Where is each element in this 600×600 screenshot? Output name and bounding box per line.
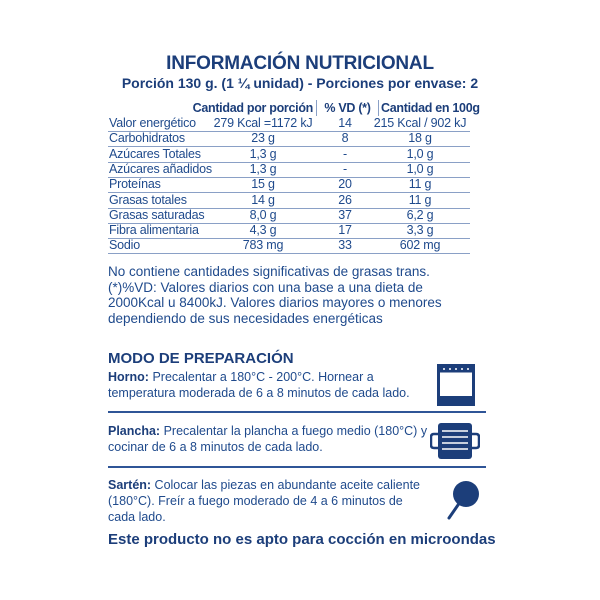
portion-value: 8,0 g (249, 207, 277, 222)
vd-value: 17 (338, 223, 352, 238)
microwave-warning: Este producto no es apto para cocción en… (108, 531, 496, 548)
nutrient-name: Azúcares Totales (109, 146, 201, 161)
table-row: Proteínas 15 g 20 11 g (108, 177, 470, 194)
step-frying-pan: Sartén: Colocar las piezas en abundante … (108, 477, 428, 525)
nutrient-name: Carbohidratos (109, 131, 185, 146)
vd-value: - (343, 161, 347, 176)
portion-value: 15 g (251, 177, 275, 192)
per100-value: 11 g (408, 177, 432, 192)
step-text: Precalentar la plancha a fuego medio (18… (108, 424, 428, 454)
table-row: Azúcares Totales 1,3 g - 1,0 g (108, 147, 470, 163)
note-line: No contiene cantidades significativas de… (108, 264, 430, 279)
portion-value: 1,3 g (249, 146, 277, 161)
table-row: Carbohidratos 23 g 8 18 g (108, 131, 470, 148)
step-label: Horno: (108, 370, 149, 384)
per100-value: 602 mg (399, 238, 441, 253)
column-divider (316, 100, 317, 116)
frying-pan-icon (447, 481, 479, 520)
divider (108, 411, 486, 413)
step-text: Precalentar a 180°C - 200°C. Hornear a t… (108, 370, 410, 400)
header-per100: Cantidad en 100g (381, 101, 480, 115)
note-line: (*)%VD: Valores diarios con una base a u… (108, 279, 423, 295)
nutrient-name: Azúcares añadidos (109, 161, 212, 176)
step-griddle: Plancha: Precalentar la plancha a fuego … (108, 423, 428, 455)
griddle-icon (430, 423, 480, 459)
portion-value: 4,3 g (249, 223, 277, 238)
vd-value: 33 (338, 238, 352, 253)
per100-value: 1,0 g (406, 161, 434, 176)
vd-value: 37 (338, 207, 352, 222)
vd-value: 20 (338, 177, 352, 192)
note-line: dependiendo de sus necesidades energétic… (108, 310, 383, 326)
per100-value: 1,0 g (406, 146, 434, 161)
column-divider (378, 100, 379, 116)
nutrient-name: Fibra alimentaria (109, 223, 199, 238)
divider (108, 466, 486, 468)
portion-value: 1,3 g (249, 161, 277, 176)
table-row: Grasas totales 14 g 26 11 g (108, 193, 470, 209)
vd-value: - (343, 146, 347, 161)
per100-value: 3,3 g (406, 223, 434, 238)
preparation-heading: MODO DE PREPARACIÓN (108, 350, 294, 367)
portion-value: 23 g (251, 131, 275, 146)
table-row: Valor energético 279 Kcal =1172 kJ 14 215 K… (108, 116, 470, 132)
step-text: Colocar las piezas en abundante aceite c… (108, 478, 421, 524)
portion-value: 783 mg (242, 238, 284, 253)
vd-value: 26 (338, 192, 352, 207)
portion-value: 14 g (251, 192, 275, 207)
step-label: Plancha: (108, 424, 161, 438)
nutrient-name: Grasas saturadas (109, 207, 205, 222)
oven-icon (437, 364, 475, 406)
portion-subtitle: Porción 130 g. (1 ¼ unidad) - Porciones … (121, 75, 479, 91)
per100-value: 18 g (408, 131, 432, 146)
table-row: Azúcares añadidos 1,3 g - 1,0 g (108, 162, 470, 178)
nutrient-name: Valor energético (109, 116, 196, 130)
table-row: Grasas saturadas 8,0 g 37 6,2 g (108, 208, 470, 224)
portion-value: 279 Kcal =1172 kJ (213, 116, 313, 130)
nutrient-name: Proteínas (109, 177, 161, 192)
step-oven: Horno: Precalentar a 180°C - 200°C. Horn… (108, 369, 428, 401)
page-title: INFORMACIÓN NUTRICIONAL (166, 53, 434, 74)
table-row: Fibra alimentaria 4,3 g 17 3,3 g (108, 223, 470, 240)
per100-value: 215 Kcal / 902 kJ (373, 116, 467, 130)
nutrient-name: Sodio (109, 238, 140, 253)
nutrient-name: Grasas totales (109, 192, 187, 207)
per100-value: 6,2 g (406, 207, 434, 222)
notes: No contiene cantidades significativas de… (108, 264, 488, 326)
per100-value: 11 g (408, 192, 432, 207)
vd-value: 8 (341, 131, 349, 146)
header-portion: Cantidad por porción (192, 101, 314, 115)
table-row: Sodio 783 mg 33 602 mg (108, 238, 470, 255)
step-label: Sartén: (108, 478, 152, 492)
note-line: 2000Kcal u 8400kJ. Valores diarios mayor… (108, 295, 442, 310)
vd-value: 14 (338, 116, 352, 130)
header-vd: % VD (*) (324, 101, 371, 115)
